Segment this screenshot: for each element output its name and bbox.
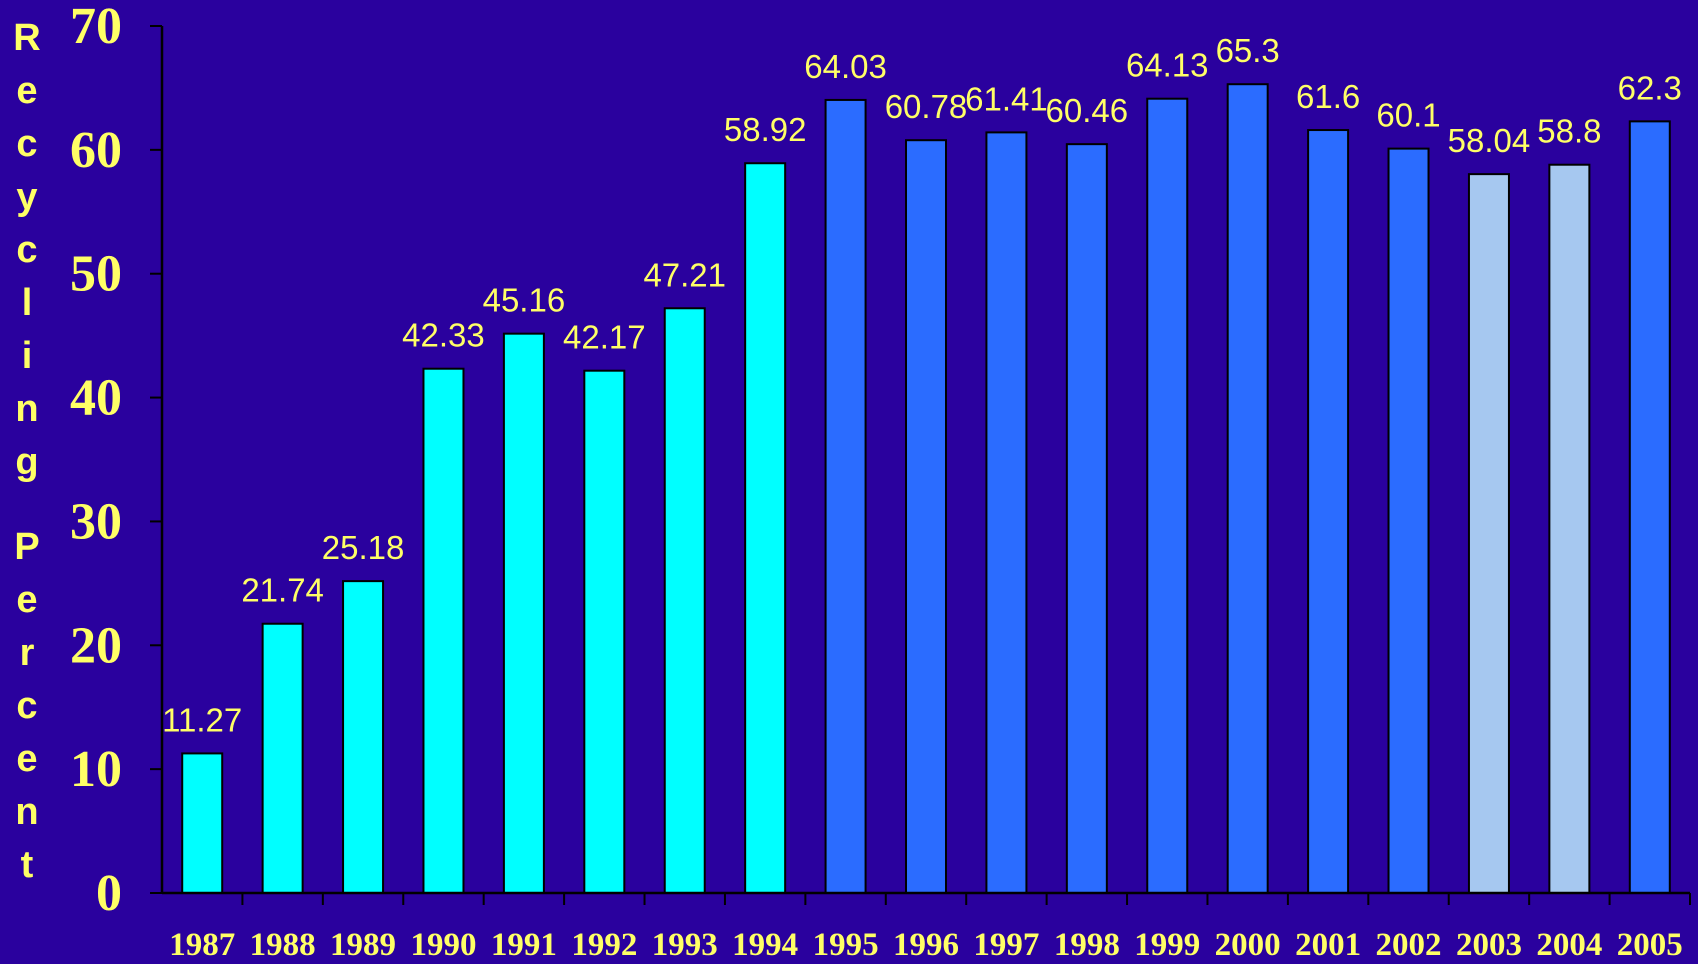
bar-2005 <box>1628 120 1671 895</box>
y-axis-label-letter: c <box>16 685 37 727</box>
x-tick-label-2003: 2003 <box>1456 927 1522 963</box>
x-tick-label-1992: 1992 <box>571 927 637 963</box>
y-axis-label-letter: t <box>21 844 34 886</box>
y-tick-label: 10 <box>70 741 122 798</box>
bar-1988 <box>261 622 304 894</box>
data-label-1995: 64.03 <box>804 48 887 85</box>
y-axis-label-letter: c <box>16 123 37 165</box>
bar-1987 <box>181 752 224 895</box>
x-axis-ticks: 1987 1988 1989 1990 1991 1992 1993 1994 1995 1996… <box>169 927 1683 963</box>
bar-2004 <box>1548 163 1591 895</box>
x-tick-label-1993: 1993 <box>652 927 718 963</box>
y-tick-label: 70 <box>70 0 122 55</box>
y-axis-label-letter: l <box>22 282 33 324</box>
bars <box>181 83 1671 895</box>
y-tick-label: 30 <box>70 493 122 550</box>
x-tick-label-1989: 1989 <box>330 927 396 963</box>
data-label-1992: 42.17 <box>563 319 646 356</box>
y-axis-label-letter: R <box>13 17 40 59</box>
x-tick-label-1994: 1994 <box>732 927 798 963</box>
x-tick-label-1987: 1987 <box>169 927 235 963</box>
data-label-2003: 58.04 <box>1448 122 1531 159</box>
x-tick-label-2001: 2001 <box>1295 927 1361 963</box>
bar-1999 <box>1146 97 1189 894</box>
data-label-2002: 60.1 <box>1376 97 1440 134</box>
x-tick-label-2004: 2004 <box>1536 927 1602 963</box>
x-tick-label-1988: 1988 <box>250 927 316 963</box>
x-tick-label-1998: 1998 <box>1054 927 1120 963</box>
y-tick-label: 60 <box>70 122 122 179</box>
data-label-1988: 21.74 <box>241 572 324 609</box>
data-label-1991: 45.16 <box>483 282 566 319</box>
y-tick-label: 20 <box>70 617 122 674</box>
bar-1990 <box>422 367 465 894</box>
bar-1993 <box>663 307 706 894</box>
y-axis-label-letter: n <box>15 791 38 833</box>
x-tick-label-2002: 2002 <box>1376 927 1442 963</box>
y-tick-label: 40 <box>70 370 122 427</box>
data-label-2004: 58.8 <box>1537 113 1601 150</box>
y-axis-label-letter: r <box>20 632 35 674</box>
y-axis-label-letter: P <box>14 526 39 568</box>
data-label-1994: 58.92 <box>724 111 807 148</box>
y-axis-label-letter: e <box>16 579 37 621</box>
y-axis-label-letter: e <box>16 70 37 112</box>
bar-2000 <box>1226 83 1269 895</box>
bar-2003 <box>1467 173 1510 895</box>
data-label-1989: 25.18 <box>322 529 405 566</box>
y-axis-label-letter: g <box>15 441 38 483</box>
data-label-1997: 61.41 <box>965 80 1048 117</box>
data-label-2000: 65.3 <box>1216 32 1280 69</box>
data-label-1990: 42.33 <box>402 317 485 354</box>
axes <box>150 25 1691 905</box>
bar-2002 <box>1387 147 1430 894</box>
y-axis-ticks: 0 10 20 30 40 50 60 70 <box>70 0 122 922</box>
x-tick-label-1996: 1996 <box>893 927 959 963</box>
x-tick-label-1999: 1999 <box>1134 927 1200 963</box>
bar-1998 <box>1065 143 1108 894</box>
bar-2001 <box>1307 129 1350 895</box>
data-label-1996: 60.78 <box>885 88 968 125</box>
bar-1995 <box>824 98 867 895</box>
x-tick-label-1991: 1991 <box>491 927 557 963</box>
bar-1997 <box>985 131 1028 894</box>
data-label-2001: 61.6 <box>1296 78 1360 115</box>
y-axis-label-letter: n <box>15 388 38 430</box>
data-label-1987: 11.27 <box>162 701 242 738</box>
x-tick-label-1990: 1990 <box>410 927 476 963</box>
y-tick-label: 0 <box>96 865 122 922</box>
y-axis-label-letter: i <box>22 335 33 377</box>
bar-1991 <box>502 332 545 894</box>
x-tick-label-2005: 2005 <box>1617 927 1683 963</box>
data-label-2005: 62.3 <box>1618 69 1682 106</box>
data-label-1993: 47.21 <box>643 256 726 293</box>
x-tick-label-1995: 1995 <box>813 927 879 963</box>
y-axis-label-letter: y <box>16 176 37 218</box>
y-axis-label-letter: e <box>16 738 37 780</box>
x-tick-label-1997: 1997 <box>973 927 1039 963</box>
data-label-1998: 60.46 <box>1046 92 1129 129</box>
x-tick-label-2000: 2000 <box>1215 927 1281 963</box>
bar-1994 <box>744 162 787 895</box>
bar-1989 <box>342 580 385 894</box>
y-tick-label: 50 <box>70 246 122 303</box>
data-label-1999: 64.13 <box>1126 47 1209 84</box>
bar-1996 <box>905 139 947 894</box>
bar-1992 <box>583 369 626 894</box>
y-axis-label-letter: c <box>16 229 37 271</box>
